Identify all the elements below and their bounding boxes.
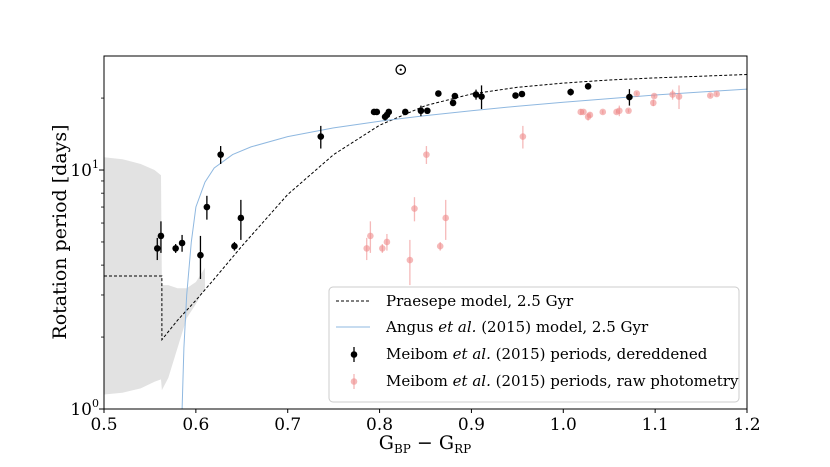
dereddened-point (424, 107, 431, 115)
y-axis-label: Rotation period [days] (49, 124, 71, 339)
raw-photometry-point (379, 244, 386, 253)
raw-photometry-point (616, 105, 623, 117)
raw-photometry-point (442, 199, 450, 240)
axis-ticks (99, 97, 748, 413)
raw-photometry-point (363, 237, 371, 261)
x-axis-label-minus-g: − G (411, 432, 454, 454)
dereddened-point (197, 235, 204, 279)
raw-photometry-point (625, 107, 632, 115)
x-tick-label: 0.5 (90, 415, 117, 435)
dereddened-point (203, 195, 211, 220)
dereddened-point (172, 244, 179, 253)
legend-swatch-dereddened (350, 347, 358, 362)
legend-swatch-raw (350, 374, 358, 389)
dereddened-point (567, 88, 574, 96)
x-axis-label-sub-rp: RP (454, 442, 471, 456)
dereddened-point (178, 234, 186, 252)
legend-label-dereddened: Meibom et al. (2015) periods, dereddened (386, 345, 708, 363)
dereddened-point (217, 146, 224, 164)
x-tick-label: 1.2 (733, 415, 760, 435)
legend-label-praesepe: Praesepe model, 2.5 Gyr (386, 292, 574, 310)
dereddened-point (153, 237, 161, 261)
raw-photometry-point (706, 92, 714, 99)
sun-marker: ⊙ (394, 60, 408, 80)
dereddened-point (584, 83, 592, 90)
raw-photometry-point (423, 146, 430, 164)
x-axis-label-g: G (379, 432, 394, 454)
raw-photometry-point (519, 125, 527, 149)
dereddened-point (518, 90, 526, 98)
dereddened-point (237, 199, 245, 240)
dereddened-point (231, 241, 238, 251)
x-tick-label: 0.8 (366, 415, 393, 435)
x-tick-label: 1.0 (550, 415, 577, 435)
raw-photometry-point (669, 89, 676, 100)
dereddened-point (417, 105, 425, 117)
x-axis-label: GBP − GRP (379, 432, 471, 456)
dereddened-point (373, 108, 381, 116)
x-tick-label: 0.6 (182, 415, 209, 435)
dereddened-point (157, 221, 165, 253)
y-tick-label-1: 100 (70, 397, 99, 420)
raw-photometry-point (436, 241, 444, 251)
plot-frame (103, 55, 748, 410)
raw-photometry-point (367, 221, 374, 253)
praesepe-model-line (104, 74, 747, 342)
raw-photometry-point (675, 85, 683, 110)
raw-photometry-point (650, 92, 658, 100)
legend-label-angus: Angus et al. (2015) model, 2.5 Gyr (385, 318, 649, 336)
raw-photometry-point (599, 108, 607, 116)
y-tick-labels: 101 100 (70, 158, 99, 420)
legend-box (328, 286, 740, 403)
data-points (153, 83, 720, 286)
model-curves (104, 74, 747, 409)
dereddened-point (478, 85, 485, 110)
x-tick-label: 0.9 (458, 415, 485, 435)
dereddened-point (385, 108, 393, 116)
dereddened-point (435, 90, 442, 97)
raw-photometry-point (633, 90, 641, 97)
angus-model-line (181, 88, 747, 409)
legend-label-raw: Meibom et al. (2015) periods, raw photom… (386, 372, 739, 390)
x-axis-label-sub-bp: BP (394, 442, 411, 456)
x-tick-label: 1.1 (642, 415, 669, 435)
dereddened-point (317, 125, 325, 149)
raw-photometry-point (713, 90, 720, 98)
dereddened-point (401, 108, 409, 116)
raw-photometry-point (383, 233, 391, 251)
raw-photometry-point (586, 111, 594, 119)
raw-photometry-point (411, 197, 418, 222)
dereddened-point (626, 89, 633, 106)
dereddened-point (472, 89, 480, 100)
raw-photometry-point (406, 239, 414, 286)
raw-photometry-point (650, 99, 657, 107)
x-tick-label: 0.7 (274, 415, 301, 435)
raw-photometry-point (580, 108, 587, 116)
dereddened-point (449, 99, 457, 107)
x-tick-labels: 0.5 0.6 0.7 0.8 0.9 1.0 1.1 1.2 (90, 415, 760, 435)
dereddened-point (451, 92, 459, 100)
legend: Praesepe model, 2.5 Gyr Angus et al. (20… (328, 286, 740, 403)
dereddened-point (512, 92, 519, 99)
y-tick-label-10: 101 (70, 158, 99, 181)
